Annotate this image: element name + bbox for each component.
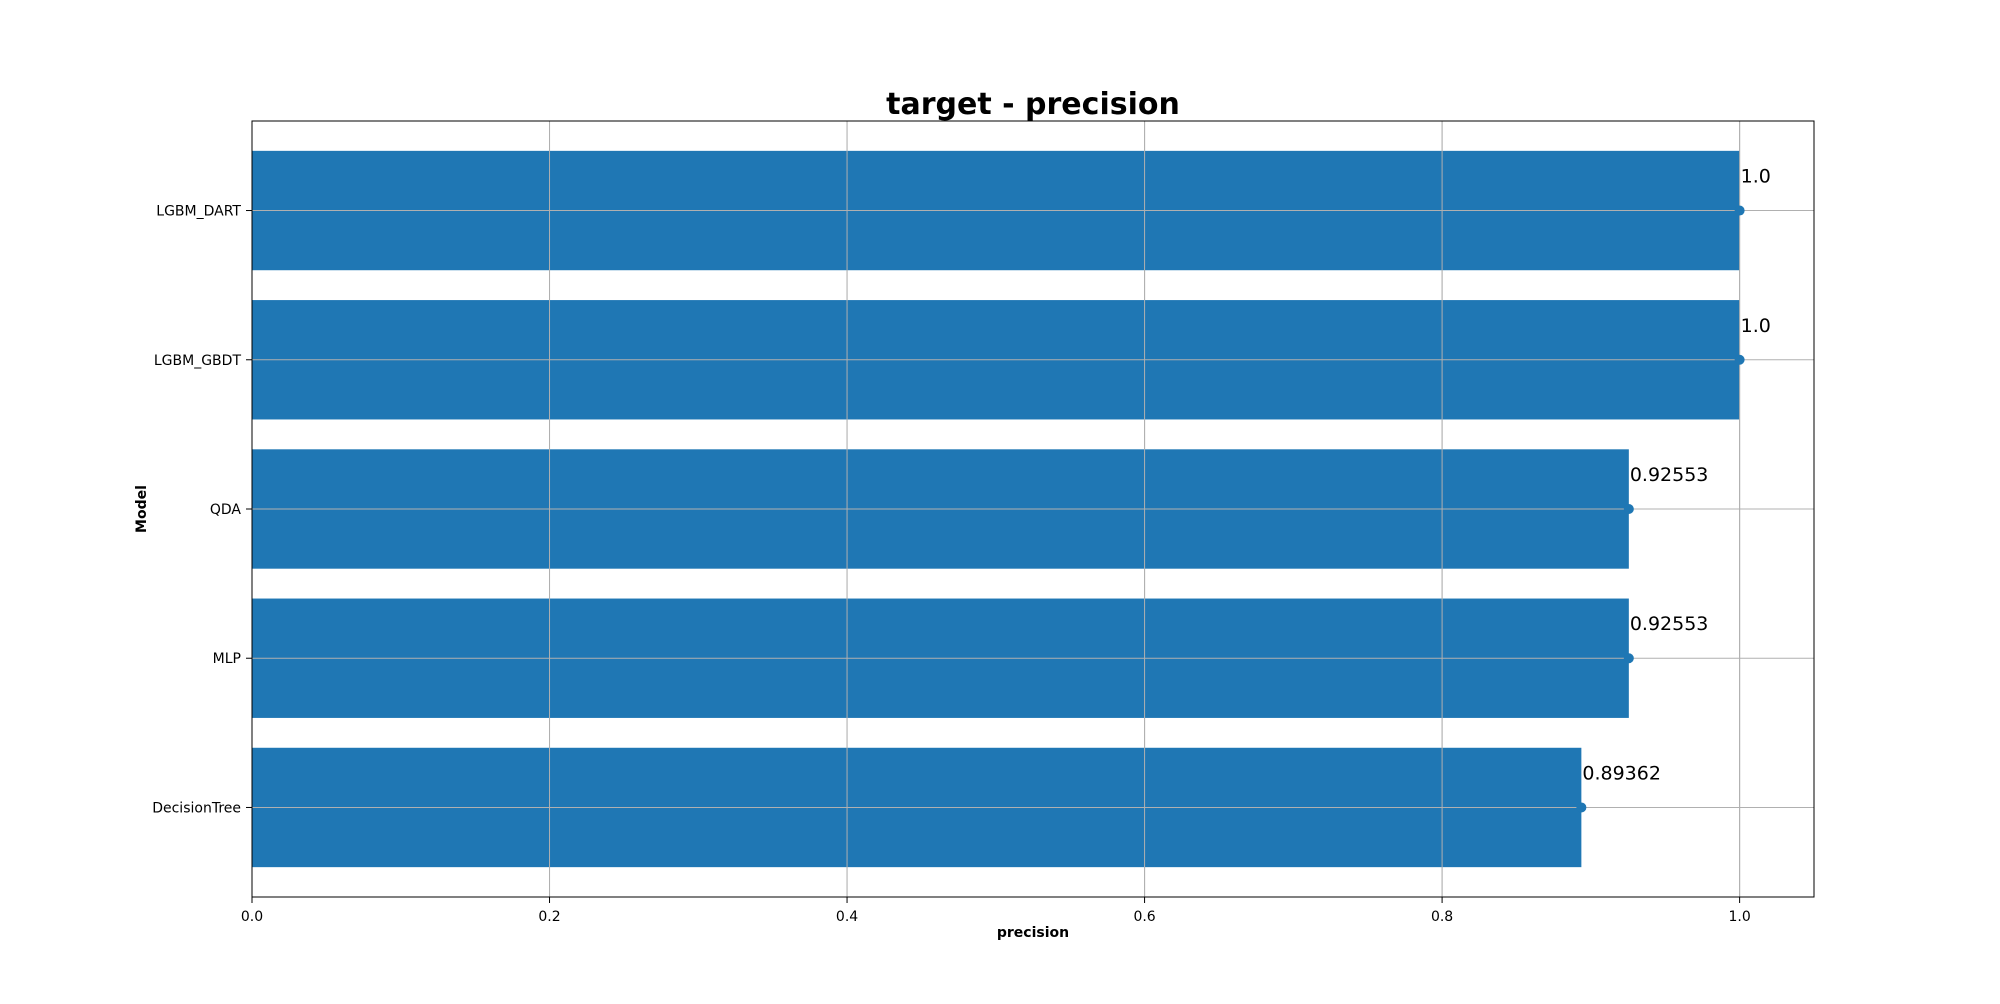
y-tick-label: QDA <box>210 502 242 518</box>
value-marker <box>1623 504 1634 514</box>
x-tick-layer: 0.0 0.2 0.4 0.6 0.8 1.0 <box>241 897 1751 925</box>
chart-title: target - precision <box>886 87 1180 122</box>
data-label: 1.0 <box>1741 166 1771 188</box>
marker-layer <box>1576 205 1745 813</box>
data-label-layer: 1.0 1.0 0.92553 0.92553 0.89362 <box>1582 166 1770 785</box>
x-axis-label: precision <box>997 925 1069 941</box>
data-label: 0.89362 <box>1582 762 1661 784</box>
y-tick-label: DecisionTree <box>152 800 241 816</box>
data-label: 1.0 <box>1741 315 1771 337</box>
x-tick-label: 1.0 <box>1728 909 1750 925</box>
y-tick-label: LGBM_GBDT <box>154 353 242 369</box>
x-tick-label: 0.2 <box>538 909 560 925</box>
value-marker <box>1576 802 1587 813</box>
y-tick-layer: LGBM_DART LGBM_GBDT QDA MLP DecisionTree <box>152 204 252 816</box>
value-marker <box>1734 205 1745 216</box>
x-tick-label: 0.4 <box>836 909 858 925</box>
x-tick-label: 0.8 <box>1431 909 1453 925</box>
x-tick-label: 0.0 <box>241 909 263 925</box>
data-label: 0.92553 <box>1630 613 1709 635</box>
data-label: 0.92553 <box>1630 464 1709 486</box>
value-marker <box>1734 354 1745 365</box>
x-tick-label: 0.6 <box>1133 909 1155 925</box>
value-marker <box>1623 653 1634 664</box>
y-tick-label: LGBM_DART <box>156 204 241 220</box>
y-axis-label: Model <box>134 485 150 533</box>
y-tick-label: MLP <box>213 651 241 667</box>
